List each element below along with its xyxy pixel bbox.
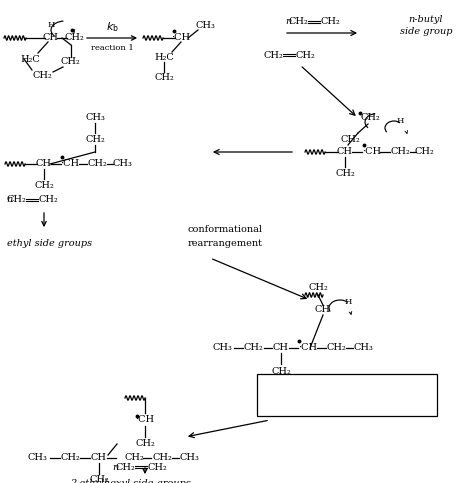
Text: CH: CH — [315, 306, 331, 314]
Text: CH: CH — [36, 159, 52, 169]
Text: CH₂: CH₂ — [135, 440, 155, 449]
Text: ·CH: ·CH — [136, 415, 155, 425]
Text: CH₃: CH₃ — [353, 343, 373, 353]
Text: CH₂: CH₂ — [85, 134, 105, 143]
Text: n: n — [112, 463, 118, 471]
Text: n: n — [6, 196, 12, 204]
Text: CH₃: CH₃ — [112, 159, 132, 169]
Text: $k_{\rm b}$: $k_{\rm b}$ — [106, 20, 118, 34]
Text: CH₂: CH₂ — [38, 196, 58, 204]
Text: CH₂: CH₂ — [147, 463, 167, 471]
Text: CH₂: CH₂ — [87, 159, 107, 169]
Text: CH₂: CH₂ — [308, 284, 328, 293]
Text: conformational: conformational — [188, 226, 263, 235]
Text: CH₂: CH₂ — [295, 51, 315, 59]
Text: ·CH: ·CH — [172, 33, 191, 43]
Text: n: n — [285, 17, 291, 27]
Text: CH₂: CH₂ — [271, 367, 291, 375]
Text: rearrangement: rearrangement — [188, 239, 263, 247]
Text: CH₂: CH₂ — [326, 343, 346, 353]
Text: H₂C: H₂C — [154, 53, 174, 61]
Text: CH₂: CH₂ — [32, 71, 52, 80]
Text: n-butyl: n-butyl — [409, 14, 443, 24]
Text: CH₃: CH₃ — [195, 22, 215, 30]
Text: H₂C: H₂C — [20, 55, 40, 63]
Text: CH₂: CH₂ — [124, 454, 144, 463]
Text: reaction 1: reaction 1 — [91, 44, 133, 52]
Text: CH₂: CH₂ — [152, 454, 172, 463]
Text: CH₂: CH₂ — [263, 51, 283, 59]
Text: CH₂: CH₂ — [64, 33, 84, 43]
Text: CH₂: CH₂ — [288, 17, 308, 27]
Text: CH₂: CH₂ — [390, 147, 410, 156]
Text: H: H — [396, 117, 404, 125]
Text: a further back-biting step prior to: a further back-biting step prior to — [272, 384, 422, 393]
Text: CH₂: CH₂ — [320, 17, 340, 27]
Text: CH: CH — [91, 454, 107, 463]
Text: side group: side group — [400, 27, 452, 35]
Text: CH₃: CH₃ — [212, 343, 232, 353]
Text: CH₃: CH₃ — [85, 114, 105, 123]
Text: H: H — [344, 298, 352, 306]
Text: CH: CH — [43, 33, 59, 43]
Text: ethyl side groups: ethyl side groups — [8, 239, 92, 247]
Text: CH₂: CH₂ — [89, 475, 109, 483]
Text: CH₂: CH₂ — [340, 134, 360, 143]
Text: CH: CH — [273, 343, 289, 353]
FancyBboxPatch shape — [257, 374, 437, 416]
Text: CH₃: CH₃ — [179, 454, 199, 463]
Text: CH₂: CH₂ — [243, 343, 263, 353]
Text: ·CH: ·CH — [363, 147, 382, 156]
Text: CH₂: CH₂ — [154, 73, 174, 83]
Text: H: H — [47, 21, 55, 29]
Text: 2-ethylhexyl side groups: 2-ethylhexyl side groups — [70, 479, 191, 483]
Text: CH₃: CH₃ — [27, 454, 47, 463]
Text: CH₂: CH₂ — [115, 463, 135, 471]
Text: propagation: propagation — [320, 398, 374, 407]
Text: CH₂: CH₂ — [360, 114, 380, 123]
Text: CH₂: CH₂ — [60, 57, 80, 67]
Text: CH₂: CH₂ — [60, 454, 80, 463]
Text: CH₂: CH₂ — [34, 181, 54, 189]
Text: CH₂: CH₂ — [414, 147, 434, 156]
Text: ·CH: ·CH — [299, 343, 318, 353]
Text: CH: CH — [337, 147, 353, 156]
Text: CH₂: CH₂ — [6, 196, 26, 204]
Text: ·CH: ·CH — [61, 159, 80, 169]
Text: CH₂: CH₂ — [335, 169, 355, 177]
